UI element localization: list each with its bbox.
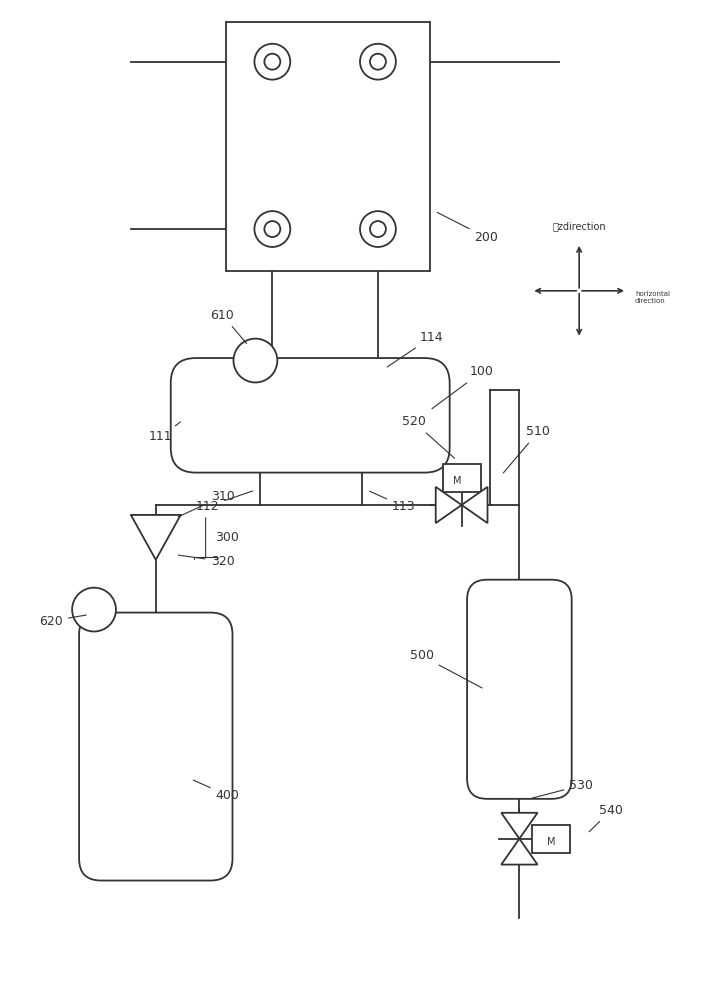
Polygon shape	[436, 487, 461, 523]
Bar	[226, 22, 429, 271]
Circle shape	[265, 54, 281, 70]
Circle shape	[72, 588, 116, 631]
Text: 竞zdirection: 竞zdirection	[552, 221, 606, 231]
Text: horizontal
direction: horizontal direction	[635, 291, 670, 304]
Text: 610: 610	[210, 309, 247, 343]
FancyBboxPatch shape	[467, 580, 572, 799]
Text: 530: 530	[532, 779, 593, 798]
Text: M: M	[453, 476, 462, 486]
Bar	[442, 464, 481, 492]
Text: 620: 620	[39, 615, 86, 628]
Text: 100: 100	[432, 365, 494, 409]
Text: 520: 520	[402, 415, 455, 458]
Text: 111: 111	[149, 422, 181, 443]
Text: 114: 114	[388, 331, 443, 367]
Circle shape	[254, 211, 290, 247]
Text: 500: 500	[410, 649, 482, 688]
Text: 310: 310	[179, 490, 234, 517]
FancyBboxPatch shape	[171, 358, 450, 473]
Text: 540: 540	[589, 804, 623, 832]
Text: 320: 320	[179, 555, 234, 568]
Polygon shape	[461, 487, 487, 523]
Text: 112: 112	[196, 491, 253, 513]
Text: 400: 400	[193, 780, 239, 802]
Circle shape	[370, 221, 386, 237]
Polygon shape	[501, 839, 537, 865]
Circle shape	[360, 44, 396, 80]
FancyBboxPatch shape	[79, 613, 233, 881]
Circle shape	[254, 44, 290, 80]
Text: M: M	[547, 837, 555, 847]
Text: 200: 200	[437, 212, 498, 244]
Text: 300: 300	[215, 531, 239, 544]
Polygon shape	[131, 515, 181, 560]
Circle shape	[370, 54, 386, 70]
Circle shape	[360, 211, 396, 247]
Polygon shape	[501, 813, 537, 839]
Circle shape	[265, 221, 281, 237]
Circle shape	[234, 339, 278, 382]
Text: 510: 510	[503, 425, 550, 473]
Bar	[532, 825, 570, 853]
Text: 113: 113	[369, 491, 416, 513]
